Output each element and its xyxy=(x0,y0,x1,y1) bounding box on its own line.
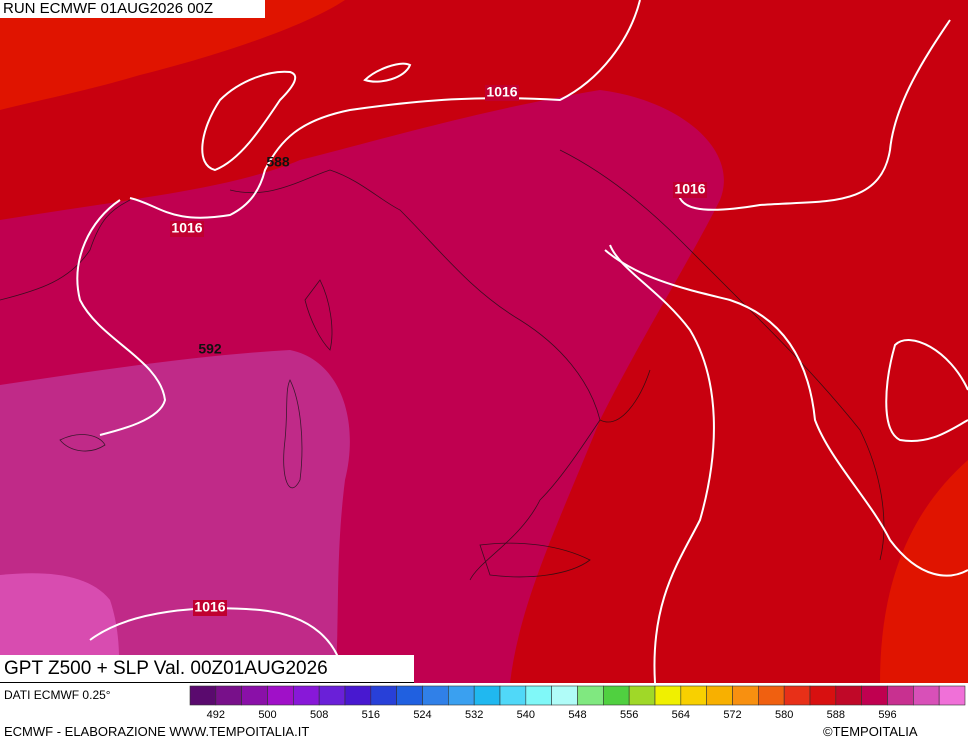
colorbar-label: 588 xyxy=(827,709,845,721)
colorbar-swatch xyxy=(887,685,914,706)
isobar-label: 1016 xyxy=(674,181,705,197)
colorbar-swatch xyxy=(628,685,656,706)
label-bg xyxy=(485,85,519,101)
label-bg xyxy=(170,221,204,237)
source: DATI ECMWF 0.25° xyxy=(4,688,111,702)
label-bg xyxy=(673,182,707,198)
caption: GPT Z500 + SLP Val. 00Z01AUG2026 xyxy=(0,655,414,683)
colorbar-label: 524 xyxy=(413,709,431,721)
colorbar-swatch xyxy=(525,685,552,706)
colorbar-swatch xyxy=(603,685,630,706)
gpt-area-576 xyxy=(0,0,345,110)
colorbar-label: 516 xyxy=(362,709,380,721)
run-title: RUN ECMWF 01AUG2026 00Z xyxy=(0,0,265,18)
colorbar-swatch xyxy=(938,685,966,706)
map: 1016 1016 1016 1016 588 592 xyxy=(0,0,968,683)
colorbar-swatch xyxy=(422,685,449,706)
colorbar-label: 540 xyxy=(517,709,535,721)
colorbar-swatch xyxy=(809,685,837,706)
isobar-label: 1016 xyxy=(486,84,517,100)
colorbar-swatch xyxy=(551,685,578,706)
colorbar-swatch xyxy=(267,685,294,706)
colorbar-swatch xyxy=(654,685,682,706)
label-bg xyxy=(193,600,227,616)
colorbar-label: 532 xyxy=(465,709,483,721)
colorbar-swatch xyxy=(835,685,862,706)
colorbar-swatch xyxy=(241,685,268,706)
footer-right: ©TEMPOITALIA xyxy=(823,724,918,739)
isobars xyxy=(76,0,968,683)
colorbar-swatch xyxy=(783,685,811,706)
colorbar-swatch xyxy=(706,685,733,706)
colorbar-swatch xyxy=(344,685,372,706)
coastlines xyxy=(0,149,885,581)
footer-left: ECMWF - ELABORAZIONE WWW.TEMPOITALIA.IT xyxy=(4,724,310,739)
colorbar-swatch xyxy=(215,685,242,706)
colorbar: 492 500 508 516 524 532 540 548 556 564 572 580 588 5… xyxy=(189,685,966,721)
colorbar-label: 564 xyxy=(672,709,690,721)
colorbar-swatch xyxy=(189,685,217,706)
colorbar-label: 500 xyxy=(258,709,276,721)
contour-label: 592 xyxy=(198,341,222,357)
colorbar-label: 556 xyxy=(620,709,638,721)
colorbar-swatch xyxy=(396,685,423,706)
colorbar-swatch xyxy=(577,685,604,706)
colorbar-swatch xyxy=(370,685,397,706)
colorbar-label: 572 xyxy=(723,709,741,721)
colorbar-label: 548 xyxy=(568,709,586,721)
colorbar-label: 508 xyxy=(310,709,328,721)
colorbar-swatch xyxy=(758,685,785,706)
colorbar-swatch xyxy=(473,685,501,706)
contour-label: 588 xyxy=(266,154,290,170)
colorbar-swatch xyxy=(732,685,759,706)
colorbar-swatch xyxy=(448,685,475,706)
colorbar-label: 596 xyxy=(878,709,896,721)
colorbar-swatch xyxy=(499,685,527,706)
gpt-area-576 xyxy=(880,460,968,683)
colorbar-label: 580 xyxy=(775,709,793,721)
isobar-label: 1016 xyxy=(171,220,202,236)
colorbar-swatch xyxy=(913,685,940,706)
colorbar-swatch xyxy=(293,685,320,706)
isobar-label: 1016 xyxy=(194,599,225,615)
colorbar-label: 492 xyxy=(207,709,225,721)
colorbar-swatch xyxy=(680,685,707,706)
colorbar-swatch xyxy=(318,685,346,706)
colorbar-swatch xyxy=(861,685,888,706)
